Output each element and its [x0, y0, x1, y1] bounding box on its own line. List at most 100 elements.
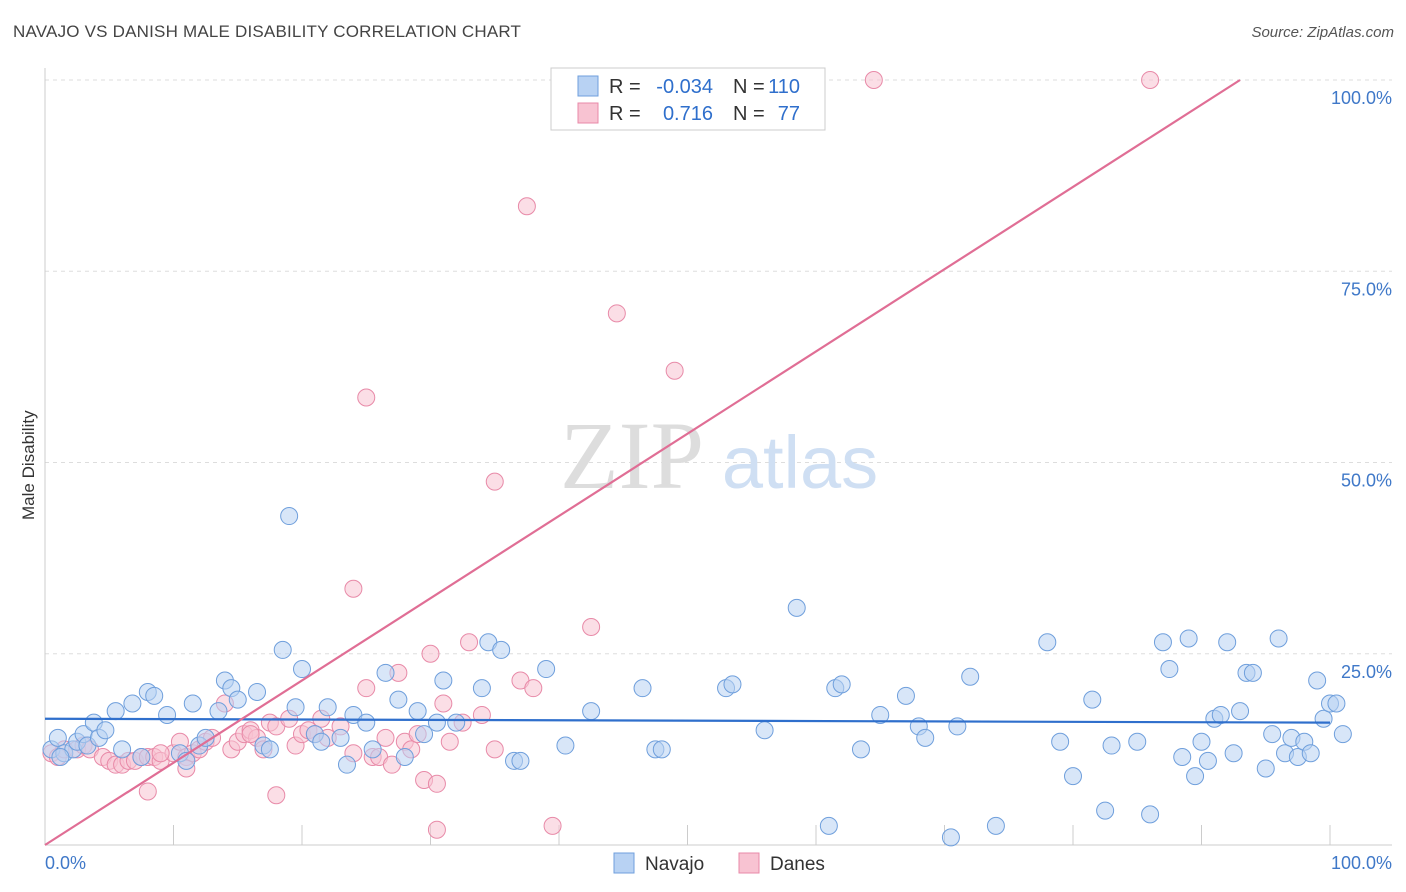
navajo-point-31	[286, 698, 305, 717]
navajo-point-88	[1186, 767, 1205, 786]
danes-point-70	[427, 774, 446, 793]
grid-layer	[45, 79, 1392, 655]
navajo-point-93	[1218, 633, 1237, 652]
danes-point-60	[543, 816, 562, 835]
navajo-point-32	[293, 660, 311, 679]
danes-point-51	[427, 820, 446, 839]
y-axis-label: Male Disability	[19, 410, 38, 520]
x-tick-label-0: 0.0%	[45, 853, 86, 873]
danes-point-57	[485, 740, 504, 759]
navajo-point-83	[1141, 805, 1160, 824]
navajo-point-106	[1308, 671, 1327, 690]
navajo-point-86	[1173, 748, 1192, 767]
navajo-point-66	[832, 675, 851, 694]
y-tick-label-1: 50.0%	[1341, 471, 1392, 491]
danes-point-59	[524, 679, 543, 698]
navajo-point-105	[1301, 744, 1320, 763]
navajo-point-28	[260, 740, 279, 759]
navajo-point-85	[1160, 660, 1179, 679]
navajo-point-34	[312, 732, 331, 751]
legend-danes-swatch	[577, 102, 599, 124]
navajo-point-36	[331, 728, 350, 747]
legend-danes-n-label: N =	[733, 103, 765, 125]
danes-point-72	[517, 197, 536, 216]
navajo-point-11	[113, 740, 132, 759]
danes-point-62	[138, 782, 157, 801]
legend-danes-r-value: 0.716	[663, 103, 713, 125]
navajo-point-39	[357, 713, 376, 732]
bottom-legend: Navajo Danes	[613, 852, 825, 875]
navajo-point-43	[395, 748, 414, 767]
navajo-point-59	[652, 740, 671, 759]
navajo-point-98	[1256, 759, 1275, 778]
navajo-point-30	[280, 507, 299, 526]
danes-point-71	[485, 472, 504, 491]
navajo-point-74	[961, 667, 980, 686]
danes-point-55	[460, 633, 479, 652]
bottom-legend-navajo-swatch	[613, 852, 635, 874]
tick-labels: 25.0% 50.0% 75.0% 100.0% 0.0% 100.0%	[45, 88, 1392, 873]
navajo-point-61	[723, 675, 742, 694]
navajo-point-10	[106, 702, 125, 721]
navajo-point-80	[1096, 801, 1115, 820]
navajo-point-13	[132, 748, 151, 767]
navajo-trend-line	[44, 717, 1331, 724]
chart-title: NAVAJO VS DANISH MALE DISABILITY CORRELA…	[13, 22, 522, 41]
danes-point-74	[665, 361, 684, 380]
legend-danes-n-value: 77	[778, 103, 800, 125]
navajo-point-40	[363, 740, 382, 759]
navajo-point-26	[248, 683, 267, 701]
navajo-point-45	[415, 725, 434, 744]
bottom-legend-danes-swatch	[738, 852, 760, 874]
navajo-point-51	[492, 640, 511, 659]
danes-point-50	[421, 644, 440, 663]
navajo-point-97	[1243, 663, 1262, 682]
navajo-point-15	[145, 686, 164, 705]
navajo-point-76	[1038, 633, 1057, 652]
danes-point-67	[357, 388, 376, 407]
navajo-point-78	[1064, 767, 1082, 786]
navajo-point-29	[273, 640, 292, 659]
legend-navajo-r-label: R =	[609, 76, 641, 98]
legend-navajo-r-value: -0.034	[656, 76, 713, 98]
navajo-point-77	[1051, 732, 1070, 751]
danes-point-52	[434, 694, 453, 713]
navajo-point-82	[1128, 732, 1147, 751]
navajo-point-75	[986, 816, 1005, 835]
navajo-point-81	[1102, 736, 1121, 755]
navajo-point-1	[48, 728, 67, 747]
navajo-point-64	[819, 816, 838, 835]
navajo-point-16	[158, 705, 177, 724]
danes-point-73	[607, 304, 626, 323]
navajo-point-79	[1083, 690, 1102, 709]
danes-point-65	[241, 725, 260, 744]
navajo-point-47	[434, 671, 453, 690]
navajo-point-100	[1269, 629, 1288, 648]
legend-navajo-n-value: 110	[768, 76, 800, 98]
navajo-point-9	[96, 721, 115, 740]
navajo-point-57	[633, 679, 652, 698]
danes-point-68	[376, 728, 395, 747]
navajo-point-25	[228, 690, 247, 709]
trend-lines	[44, 79, 1331, 846]
navajo-point-62	[755, 721, 774, 740]
navajo-point-109	[1327, 694, 1346, 713]
navajo-point-84	[1153, 633, 1172, 652]
navajo-point-107	[1314, 709, 1333, 728]
navajo-point-35	[318, 698, 337, 717]
navajo-point-46	[427, 713, 446, 732]
danes-point-61	[582, 617, 601, 636]
danes-point-63	[151, 744, 170, 763]
navajo-point-110	[1333, 725, 1352, 744]
navajo-point-22	[209, 702, 228, 721]
navajo-point-56	[582, 702, 601, 721]
navajo-point-12	[123, 694, 142, 713]
navajo-point-42	[389, 690, 408, 709]
navajo-point-95	[1231, 702, 1250, 721]
y-tick-label-3: 100.0%	[1331, 88, 1392, 108]
legend-navajo-swatch	[577, 75, 599, 97]
navajo-point-92	[1211, 705, 1230, 724]
y-tick-label-2: 75.0%	[1341, 279, 1392, 299]
x-tick-label-1: 100.0%	[1331, 853, 1392, 873]
